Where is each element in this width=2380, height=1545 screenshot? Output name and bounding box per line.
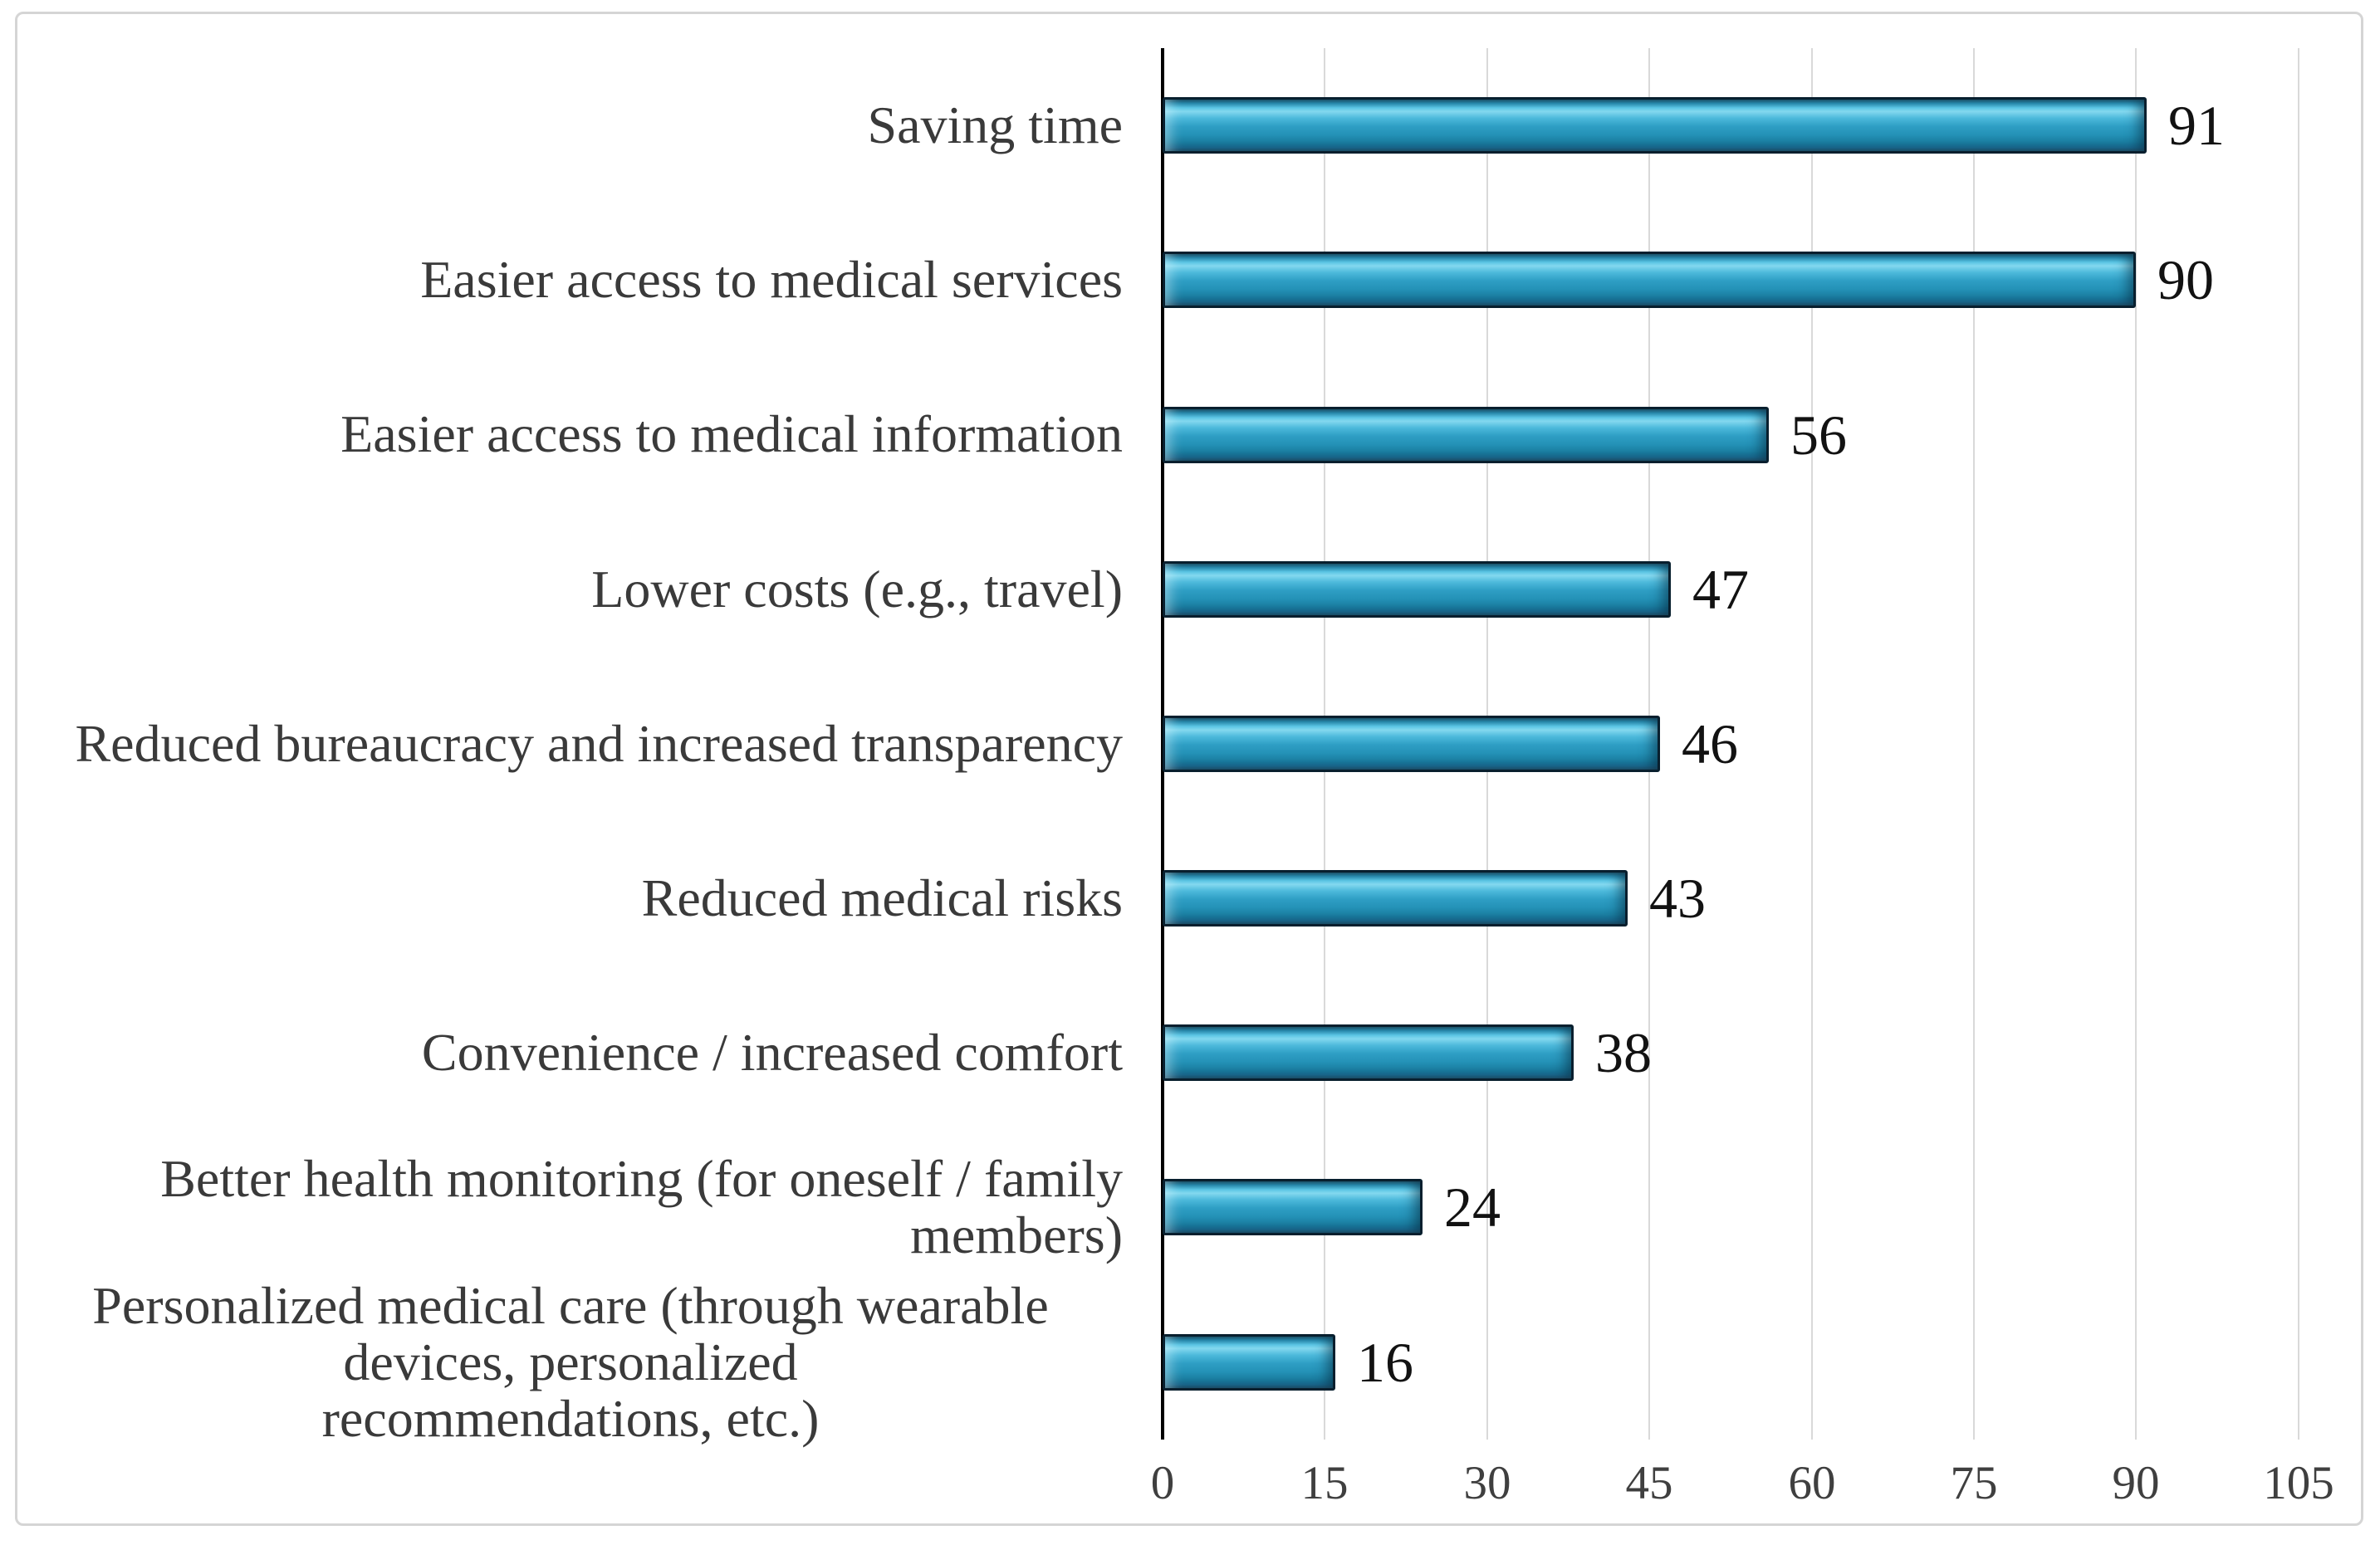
x-tick-label: 105 — [2263, 1457, 2334, 1509]
bar — [1163, 1179, 1423, 1235]
bar-value-label: 38 — [1595, 1020, 1652, 1084]
bar-value-label: 16 — [1357, 1330, 1413, 1394]
gridline — [1973, 48, 1976, 1440]
category-label: Lower costs (e.g., travel) — [591, 560, 1123, 618]
bar — [1163, 1024, 1574, 1081]
x-tick-label: 45 — [1625, 1457, 1673, 1509]
x-tick-label: 15 — [1300, 1457, 1349, 1509]
bar-value-label: 46 — [1682, 711, 1738, 775]
category-label: Personalized medical care (through weara… — [92, 1276, 1049, 1448]
bar-value-label: 56 — [1790, 403, 1847, 467]
bar-value-label: 24 — [1444, 1175, 1501, 1239]
x-tick-label: 75 — [1950, 1457, 1998, 1509]
bar — [1163, 407, 1769, 463]
bar — [1163, 716, 1660, 772]
bar — [1163, 97, 2147, 154]
category-label: Reduced medical risks — [641, 868, 1123, 927]
bar — [1163, 870, 1628, 927]
bar-value-label: 47 — [1692, 557, 1749, 621]
x-tick-label: 60 — [1788, 1457, 1836, 1509]
x-tick-label: 90 — [2112, 1457, 2160, 1509]
bar — [1163, 252, 2136, 308]
category-label: Reduced bureaucracy and increased transp… — [75, 714, 1123, 773]
bar-value-label: 91 — [2168, 93, 2225, 157]
bar-value-label: 43 — [1649, 866, 1706, 930]
category-label: Saving time — [867, 95, 1123, 154]
bar — [1163, 561, 1671, 618]
gridline — [2135, 48, 2138, 1440]
x-tick-label: 30 — [1463, 1457, 1511, 1509]
category-label: Better health monitoring (for oneself / … — [160, 1149, 1123, 1264]
category-label: Easier access to medical information — [340, 404, 1123, 463]
gridline — [2297, 48, 2299, 1440]
x-tick-label: 0 — [1150, 1457, 1175, 1509]
bar — [1163, 1334, 1335, 1391]
category-label: Easier access to medical services — [420, 250, 1123, 309]
category-label: Convenience / increased comfort — [421, 1023, 1123, 1082]
bar-value-label: 90 — [2157, 247, 2214, 311]
gridline — [1810, 48, 1813, 1440]
